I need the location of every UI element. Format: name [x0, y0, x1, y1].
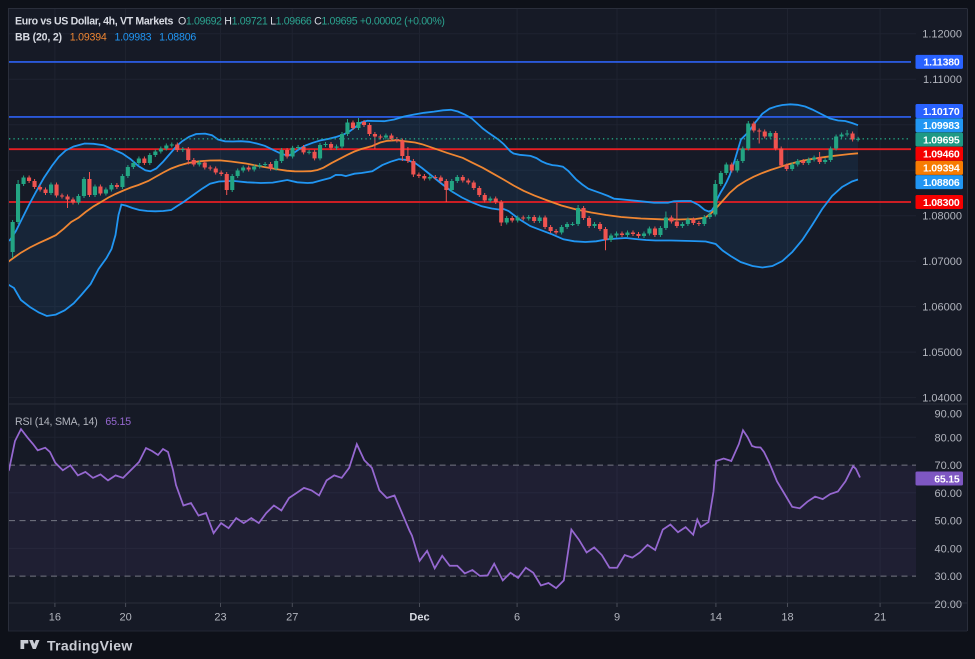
svg-text:RSI (14, SMA, 14) 65.15: RSI (14, SMA, 14) 65.15 — [15, 416, 131, 428]
svg-text:6: 6 — [514, 612, 520, 624]
svg-text:1.05000: 1.05000 — [922, 347, 962, 359]
svg-text:1.07000: 1.07000 — [922, 256, 962, 268]
svg-text:16: 16 — [49, 612, 61, 624]
svg-text:Euro vs US Dollar, 4h, VT Mark: Euro vs US Dollar, 4h, VT Markets O1.096… — [15, 16, 445, 28]
svg-text:1.10170: 1.10170 — [923, 106, 960, 118]
svg-text:80.00: 80.00 — [934, 432, 962, 444]
svg-text:20: 20 — [119, 612, 131, 624]
svg-text:1.08806: 1.08806 — [923, 177, 960, 189]
svg-text:21: 21 — [874, 612, 886, 624]
svg-text:1.11380: 1.11380 — [924, 57, 960, 69]
svg-text:70.00: 70.00 — [934, 460, 962, 472]
svg-text:90.00: 90.00 — [934, 409, 962, 421]
svg-text:27: 27 — [286, 612, 298, 624]
svg-text:TradingView: TradingView — [47, 638, 133, 654]
svg-text:30.00: 30.00 — [934, 571, 962, 583]
svg-text:1.08300: 1.08300 — [923, 197, 960, 209]
svg-text:1.09394: 1.09394 — [923, 163, 960, 175]
svg-text:60.00: 60.00 — [934, 488, 962, 500]
svg-text:1.04000: 1.04000 — [922, 393, 962, 405]
svg-text:BB (20, 2) 1.09394 1.09983: BB (20, 2) 1.09394 1.09983 1.08806 — [15, 32, 196, 44]
svg-text:65.15: 65.15 — [934, 473, 960, 485]
svg-text:18: 18 — [781, 612, 793, 624]
svg-text:1.09695: 1.09695 — [923, 134, 960, 146]
svg-text:23: 23 — [214, 612, 226, 624]
svg-text:1.09460: 1.09460 — [923, 149, 960, 161]
svg-text:Dec: Dec — [409, 612, 429, 624]
svg-text:1.08000: 1.08000 — [922, 211, 962, 223]
svg-text:1.06000: 1.06000 — [922, 302, 962, 314]
svg-text:14: 14 — [710, 612, 722, 624]
svg-text:50.00: 50.00 — [934, 516, 962, 528]
svg-text:20.00: 20.00 — [934, 599, 962, 611]
svg-text:1.11000: 1.11000 — [923, 74, 962, 86]
svg-text:1.09983: 1.09983 — [923, 120, 960, 132]
svg-text:40.00: 40.00 — [934, 543, 962, 555]
svg-text:1.12000: 1.12000 — [922, 29, 962, 41]
svg-text:9: 9 — [614, 612, 620, 624]
